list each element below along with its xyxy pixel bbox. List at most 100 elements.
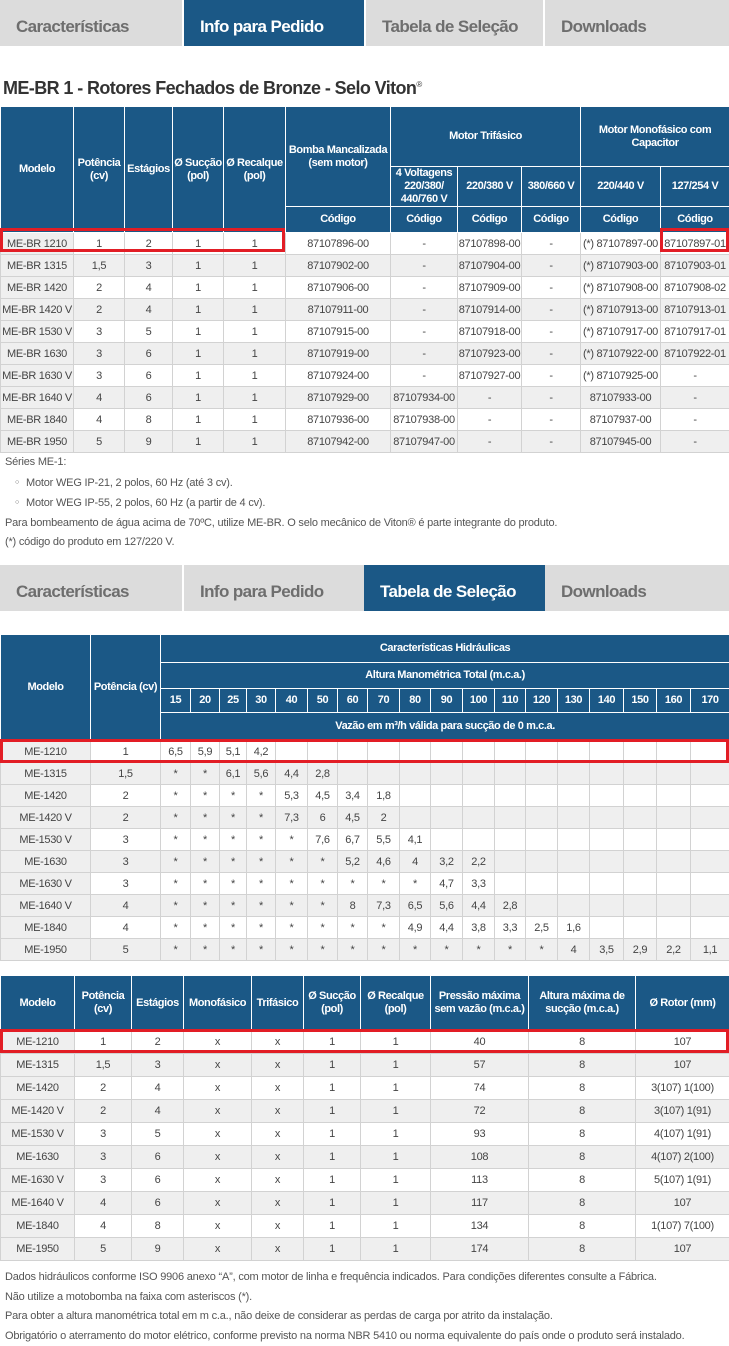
flow-cell <box>590 807 624 829</box>
table-cell: 108 <box>431 1146 529 1169</box>
table-cell: x <box>252 1054 304 1077</box>
table-cell: 1 <box>224 299 286 321</box>
table-cell: x <box>184 1169 252 1192</box>
tab-tabela-de-selecao[interactable]: Tabela de Seleção <box>366 0 543 46</box>
table-cell: 87107945-00 <box>581 431 661 453</box>
flow-cell <box>657 873 691 895</box>
table-cell: 3 <box>75 1169 132 1192</box>
power-cell: 2 <box>91 807 161 829</box>
flow-cell: 1,8 <box>368 785 400 807</box>
table-cell: 40 <box>431 1031 529 1054</box>
flow-cell: 7,3 <box>368 895 400 917</box>
tab-info-para-pedido[interactable]: Info para Pedido <box>184 0 364 46</box>
table-cell: - <box>391 365 458 387</box>
table-cell: 74 <box>431 1077 529 1100</box>
table-cell: - <box>522 299 581 321</box>
flow-cell: * <box>276 873 308 895</box>
flow-cell: * <box>161 939 191 961</box>
flow-cell <box>431 741 463 763</box>
flow-cell <box>657 763 691 785</box>
height-header: 110 <box>495 689 526 713</box>
flow-cell <box>526 741 558 763</box>
table-cell: 1 <box>304 1077 361 1100</box>
table-cell: 8 <box>529 1054 636 1077</box>
flow-cell <box>691 785 729 807</box>
flow-cell <box>691 741 729 763</box>
model-cell: ME-1420 V <box>1 1100 75 1123</box>
flow-cell <box>463 829 495 851</box>
tab-downloads[interactable]: Downloads <box>545 565 729 611</box>
flow-cell <box>691 895 729 917</box>
flow-cell: * <box>276 829 308 851</box>
table-cell: 6 <box>132 1146 184 1169</box>
table-cell: - <box>661 387 729 409</box>
table-cell: 1 <box>224 365 286 387</box>
flow-cell <box>657 807 691 829</box>
flow-cell: * <box>247 851 276 873</box>
tab-info-para-pedido[interactable]: Info para Pedido <box>184 565 364 611</box>
flow-cell: * <box>161 873 191 895</box>
note-text: Dados hidráulicos conforme ISO 9906 anex… <box>5 1268 684 1288</box>
table-cell: x <box>252 1169 304 1192</box>
table-cell: 1 <box>361 1215 431 1238</box>
table-cell: 87107933-00 <box>581 387 661 409</box>
col-succao: Ø Sucção (pol) <box>173 107 224 233</box>
flow-cell: 2,9 <box>624 939 657 961</box>
flow-cell: * <box>338 917 368 939</box>
table-cell: 72 <box>431 1100 529 1123</box>
table-cell: - <box>391 343 458 365</box>
table-cell: 87107918-00 <box>458 321 522 343</box>
flow-cell <box>624 785 657 807</box>
table-cell: 134 <box>431 1215 529 1238</box>
column-header: Estágios <box>132 976 184 1031</box>
table-cell: x <box>252 1146 304 1169</box>
table-cell: (*) 87107897-00 <box>581 233 661 255</box>
flow-cell <box>691 763 729 785</box>
tab-caracteristicas[interactable]: Características <box>0 565 182 611</box>
table-cell: 1 <box>173 431 224 453</box>
tab-downloads[interactable]: Downloads <box>545 0 729 46</box>
table-cell: 1 <box>361 1192 431 1215</box>
flow-cell: 4,4 <box>431 917 463 939</box>
tab-tabela-de-selecao[interactable]: Tabela de Seleção <box>364 565 545 611</box>
flow-cell <box>590 763 624 785</box>
flow-cell: * <box>431 939 463 961</box>
height-header: 140 <box>590 689 624 713</box>
tab-caracteristicas[interactable]: Características <box>0 0 182 46</box>
flow-cell <box>657 741 691 763</box>
flow-cell: 2 <box>368 807 400 829</box>
flow-cell <box>558 895 590 917</box>
table-cell: 87107909-00 <box>458 277 522 299</box>
flow-cell: 6,1 <box>220 763 247 785</box>
table-cell: - <box>522 387 581 409</box>
flow-cell: 3,8 <box>463 917 495 939</box>
table-cell: 3 <box>132 1054 184 1077</box>
table-cell: - <box>522 365 581 387</box>
flow-cell <box>590 785 624 807</box>
table-cell: - <box>458 387 522 409</box>
power-cell: 4 <box>91 895 161 917</box>
table-cell: x <box>252 1077 304 1100</box>
model-cell: ME-1950 <box>1 1238 75 1261</box>
note-text: Para bombeamento de água acima de 70ºC, … <box>5 514 557 534</box>
flow-cell <box>558 829 590 851</box>
flow-cell: 4 <box>400 851 431 873</box>
table-cell: 87107938-00 <box>391 409 458 431</box>
table-cell: 1 <box>224 387 286 409</box>
flow-cell <box>590 851 624 873</box>
note-text: Obrigatório o aterramento do motor elétr… <box>5 1327 684 1346</box>
flow-cell: 4 <box>558 939 590 961</box>
table-cell: 87107911-00 <box>286 299 391 321</box>
table-cell: x <box>252 1031 304 1054</box>
flow-cell <box>691 851 729 873</box>
model-cell: ME-BR 1210 <box>1 233 74 255</box>
